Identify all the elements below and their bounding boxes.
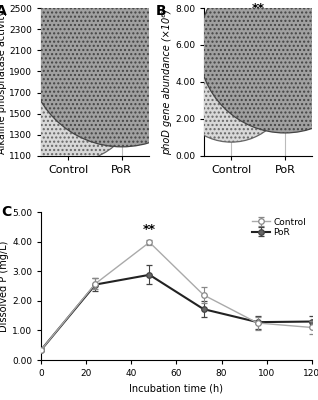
Text: **: **: [88, 7, 101, 20]
Y-axis label: Alkaline phosphatase activity: Alkaline phosphatase activity: [0, 10, 7, 154]
Y-axis label: Dissolved P (mg/L): Dissolved P (mg/L): [0, 240, 10, 332]
Legend: Control, PoR: Control, PoR: [251, 217, 307, 238]
Text: A: A: [0, 4, 7, 18]
Text: C: C: [1, 205, 11, 219]
Ellipse shape: [173, 26, 289, 142]
Ellipse shape: [0, 18, 140, 163]
Ellipse shape: [27, 0, 216, 147]
Text: **: **: [252, 2, 265, 15]
X-axis label: Incubation time (h): Incubation time (h): [129, 384, 224, 394]
Y-axis label: phoD gene abundance (×10⁶): phoD gene abundance (×10⁶): [162, 9, 172, 155]
Ellipse shape: [199, 0, 318, 133]
Text: **: **: [143, 223, 156, 236]
Text: B: B: [156, 4, 167, 18]
